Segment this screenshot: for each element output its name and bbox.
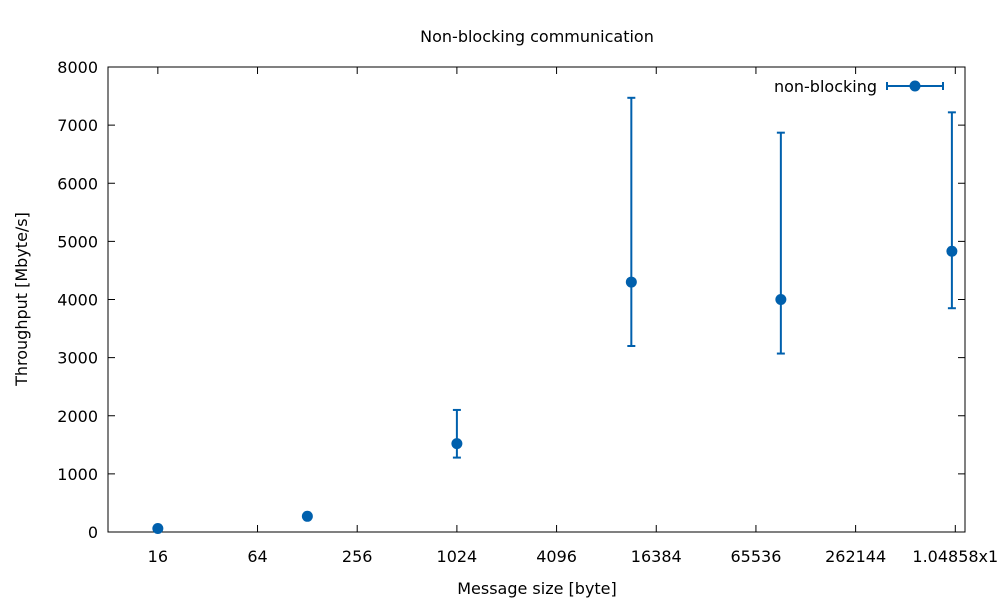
y-tick-label: 2000 <box>57 407 98 426</box>
data-point <box>451 438 463 450</box>
x-tick-label: 1024 <box>437 547 478 566</box>
x-tick-label: 16384 <box>631 547 682 566</box>
x-axis: 16 64 256 1024 4096 16384 65536 262144 1.04858x1 <box>148 67 998 566</box>
x-tick-label: 64 <box>247 547 267 566</box>
x-axis-label: Message size [byte] <box>457 579 617 598</box>
y-tick-label: 3000 <box>57 349 98 368</box>
y-tick-label: 5000 <box>57 232 98 251</box>
y-tick-label: 4000 <box>57 291 98 310</box>
y-axis: 0 1000 2000 3000 4000 5000 6000 7000 8000 <box>57 58 965 542</box>
y-tick-label: 6000 <box>57 174 98 193</box>
y-tick-label: 1000 <box>57 465 98 484</box>
data-point <box>775 294 787 305</box>
series-non-blocking <box>152 96 958 535</box>
data-point <box>946 245 958 257</box>
plot-frame <box>107 66 966 533</box>
chart-title: Non-blocking communication <box>420 27 654 46</box>
data-point <box>301 510 313 522</box>
legend-label: non-blocking <box>774 77 877 96</box>
x-tick-label: 16 <box>148 547 168 566</box>
x-tick-label: 65536 <box>730 547 781 566</box>
legend: non-blocking <box>774 77 944 96</box>
y-tick-label: 8000 <box>57 58 98 77</box>
data-point <box>625 276 637 288</box>
y-axis-label: Throughput [Mbyte/s] <box>12 212 31 387</box>
x-tick-label: 1.04858x1 <box>912 547 998 566</box>
x-tick-label: 262144 <box>825 547 886 566</box>
legend-marker <box>909 80 921 92</box>
y-tick-label: 0 <box>88 523 98 542</box>
y-tick-label: 7000 <box>57 116 98 135</box>
x-tick-label: 256 <box>342 547 373 566</box>
data-point <box>152 523 164 535</box>
x-tick-label: 4096 <box>536 547 577 566</box>
